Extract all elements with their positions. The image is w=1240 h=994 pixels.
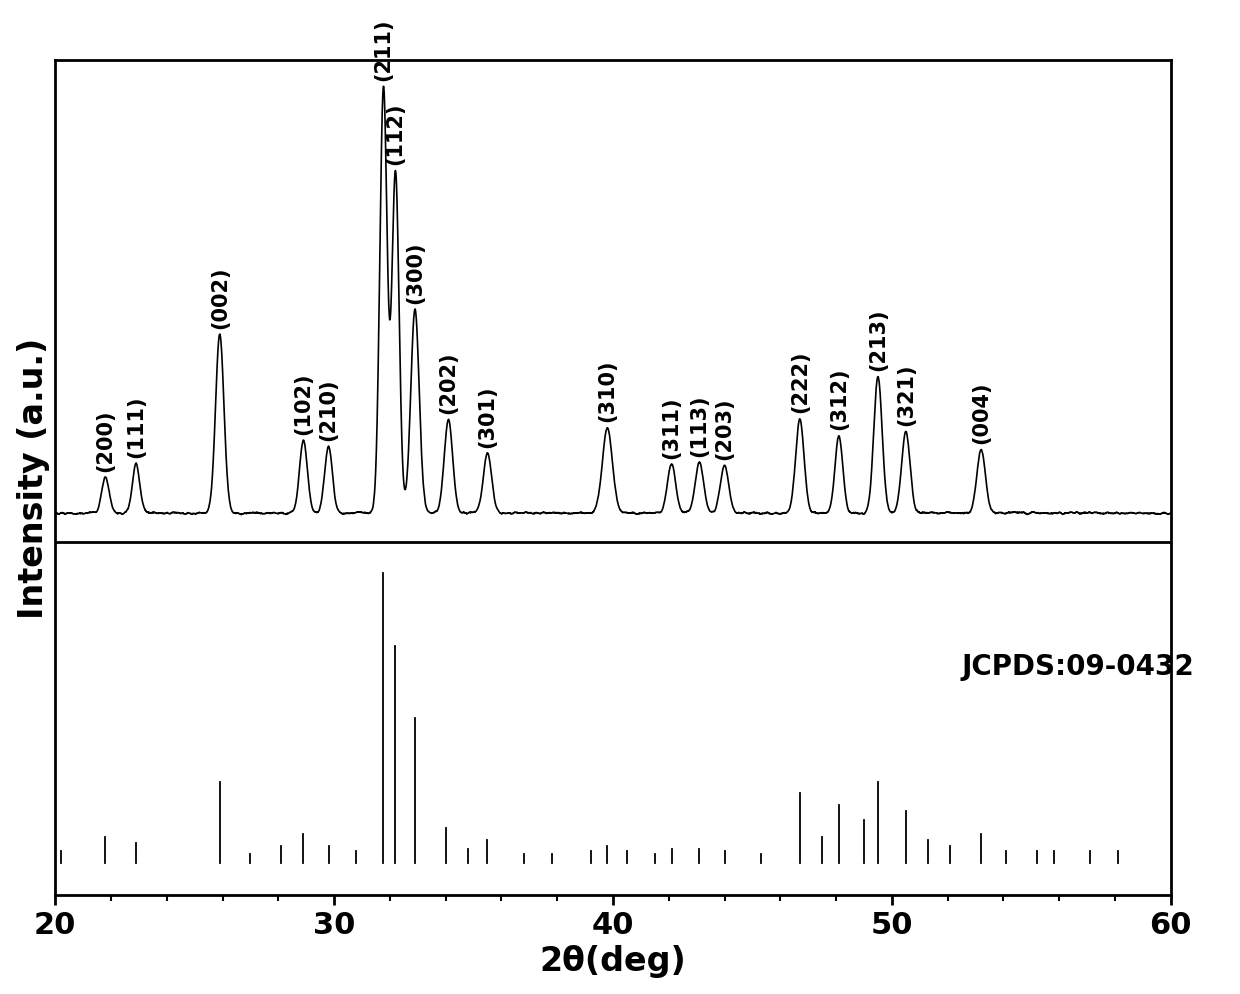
Text: (002): (002) xyxy=(210,266,229,328)
Text: JCPDS:09-0432: JCPDS:09-0432 xyxy=(961,652,1194,680)
Text: (113): (113) xyxy=(689,394,709,456)
Text: (310): (310) xyxy=(598,360,618,421)
Text: (222): (222) xyxy=(790,351,810,414)
Text: (300): (300) xyxy=(405,241,425,303)
Text: (102): (102) xyxy=(294,372,314,434)
Text: (213): (213) xyxy=(868,308,888,371)
Y-axis label: Intensity (a.u.): Intensity (a.u.) xyxy=(16,338,50,618)
X-axis label: 2θ(deg): 2θ(deg) xyxy=(539,944,687,977)
Text: (200): (200) xyxy=(95,409,115,471)
Text: (312): (312) xyxy=(828,368,849,429)
Text: (301): (301) xyxy=(477,385,497,447)
Text: (321): (321) xyxy=(895,363,916,425)
Text: (202): (202) xyxy=(439,351,459,414)
Text: (203): (203) xyxy=(714,397,734,459)
Text: (211): (211) xyxy=(373,18,393,81)
Text: (210): (210) xyxy=(319,378,339,440)
Text: (111): (111) xyxy=(126,395,146,457)
Text: (311): (311) xyxy=(662,396,682,458)
Text: (112): (112) xyxy=(386,102,405,165)
Text: (004): (004) xyxy=(971,382,991,443)
